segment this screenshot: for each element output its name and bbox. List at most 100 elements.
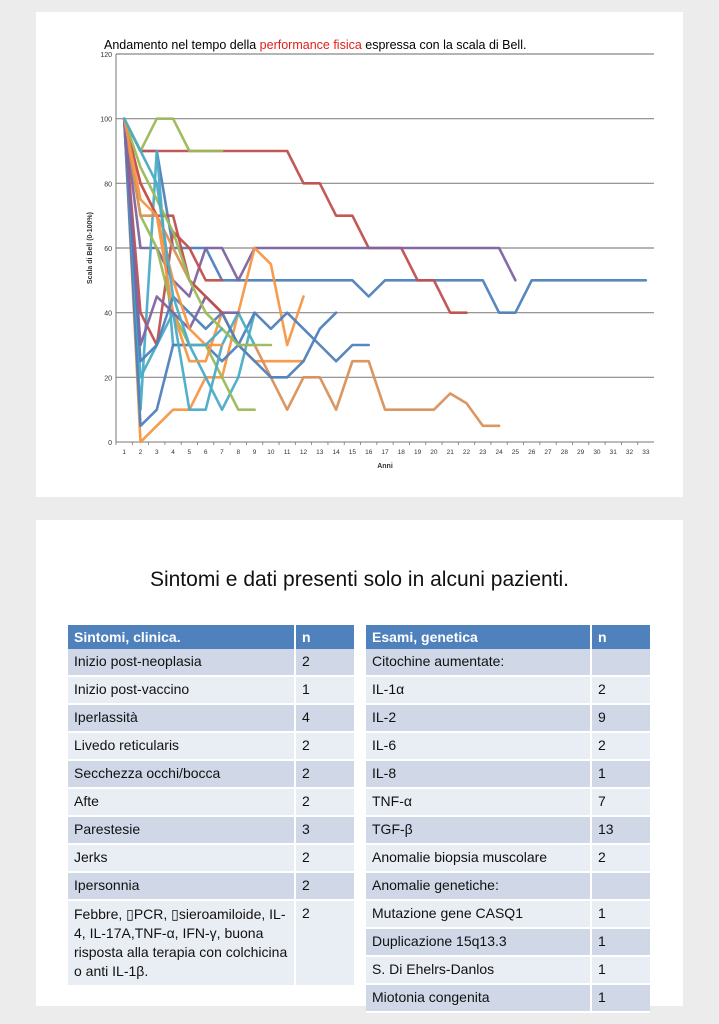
row-label: Afte	[68, 789, 296, 817]
table-row: TGF-β 13	[366, 817, 650, 845]
series-line-3	[122, 117, 517, 298]
table-row: TNF-α 7	[366, 789, 650, 817]
table-row: Afte 2	[68, 789, 354, 817]
row-count: 2	[296, 901, 354, 987]
x-tick-label: 25	[512, 449, 520, 456]
row-label: TGF-β	[366, 817, 592, 845]
header-symptoms: Sintomi, clinica.	[68, 625, 296, 649]
table-row: IL-1α 2	[366, 677, 650, 705]
x-tick-label: 18	[398, 449, 406, 456]
x-tick-label: 12	[300, 449, 308, 456]
x-tick-label: 11	[284, 449, 291, 456]
table-row: Ipersonnia 2	[68, 873, 354, 901]
row-label: Secchezza occhi/bocca	[68, 761, 296, 789]
table-row: Secchezza occhi/bocca 2	[68, 761, 354, 789]
table-row: Iperlassità 4	[68, 705, 354, 733]
x-tick-label: 10	[267, 449, 275, 456]
row-label: Jerks	[68, 845, 296, 873]
row-label: Duplicazione 15q13.3	[366, 929, 592, 957]
header-n: n	[592, 625, 650, 649]
row-label: Livedo reticularis	[68, 733, 296, 761]
row-count: 1	[592, 901, 650, 929]
x-tick-label: 30	[593, 449, 601, 456]
row-label: IL-8	[366, 761, 592, 789]
row-count: 1	[592, 957, 650, 985]
x-tick-label: 4	[171, 449, 175, 456]
series-line-1	[122, 117, 648, 315]
table-row: Livedo reticularis 2	[68, 733, 354, 761]
y-tick-label: 20	[104, 375, 112, 382]
row-label: Anomalie biopsia muscolare	[366, 845, 592, 873]
x-tick-label: 32	[626, 449, 634, 456]
table-header-row: Esami, genetica n	[366, 625, 650, 649]
chart-title-part1: Andamento nel tempo della	[104, 38, 260, 52]
chart-title-part2: espressa con la scala di Bell.	[361, 38, 527, 52]
row-label: Febbre, ▯PCR, ▯sieroamiloide, IL-4, IL-1…	[68, 901, 296, 987]
table-header-row: Sintomi, clinica. n	[68, 625, 354, 649]
series-line-16	[122, 117, 273, 347]
row-count: 2	[296, 649, 354, 677]
x-tick-label: 8	[236, 449, 240, 456]
row-count	[592, 873, 650, 901]
row-label: Mutazione gene CASQ1	[366, 901, 592, 929]
table-row: Inizio post-vaccino 1	[68, 677, 354, 705]
table-row: Febbre, ▯PCR, ▯sieroamiloide, IL-4, IL-1…	[68, 901, 354, 987]
row-label: S. Di Ehelrs-Danlos	[366, 957, 592, 985]
x-tick-label: 9	[253, 449, 257, 456]
row-count: 1	[592, 929, 650, 957]
x-tick-label: 23	[479, 449, 487, 456]
y-axis-label: Scala di Bell (0-100%)	[87, 212, 94, 284]
table-row: Mutazione gene CASQ1 1	[366, 901, 650, 929]
header-exams: Esami, genetica	[366, 625, 592, 649]
table-row: IL-6 2	[366, 733, 650, 761]
x-tick-label: 20	[430, 449, 438, 456]
row-label: Citochine aumentate:	[366, 649, 592, 677]
row-count: 3	[296, 817, 354, 845]
row-count: 13	[592, 817, 650, 845]
table-row: Citochine aumentate:	[366, 649, 650, 677]
x-tick-label: 17	[381, 449, 389, 456]
x-tick-label: 22	[463, 449, 471, 456]
row-count: 2	[296, 761, 354, 789]
row-count: 9	[592, 705, 650, 733]
table-row: IL-2 9	[366, 705, 650, 733]
series-line-7	[122, 117, 371, 428]
header-n: n	[296, 625, 354, 649]
row-label: Parestesie	[68, 817, 296, 845]
x-tick-label: 2	[139, 449, 143, 456]
row-count: 2	[592, 733, 650, 761]
row-label: Iperlassità	[68, 705, 296, 733]
row-count: 7	[592, 789, 650, 817]
table-row: Anomalie genetiche:	[366, 873, 650, 901]
table-row: Anomalie biopsia muscolare 2	[366, 845, 650, 873]
row-label: Inizio post-vaccino	[68, 677, 296, 705]
x-tick-label: 21	[447, 449, 455, 456]
row-label: Anomalie genetiche:	[366, 873, 592, 901]
y-tick-label: 0	[108, 440, 112, 447]
chart-title: Andamento nel tempo della performance fi…	[104, 38, 526, 52]
x-tick-label: 28	[561, 449, 569, 456]
chart-title-highlight: performance fisica	[259, 38, 362, 52]
table-row: S. Di Ehelrs-Danlos 1	[366, 957, 650, 985]
row-count: 2	[296, 733, 354, 761]
x-tick-label: 27	[544, 449, 552, 456]
x-tick-label: 5	[188, 449, 192, 456]
row-label: Inizio post-neoplasia	[68, 649, 296, 677]
y-tick-label: 100	[100, 117, 112, 124]
row-count: 2	[296, 789, 354, 817]
x-tick-label: 31	[610, 449, 618, 456]
row-count: 2	[296, 873, 354, 901]
x-tick-label: 24	[496, 449, 504, 456]
table-row: Parestesie 3	[68, 817, 354, 845]
table-row: Inizio post-neoplasia 2	[68, 649, 354, 677]
row-label: Miotonia congenita	[366, 985, 592, 1013]
x-tick-label: 29	[577, 449, 585, 456]
row-label: IL-6	[366, 733, 592, 761]
x-tick-label: 14	[332, 449, 340, 456]
exams-table: Esami, genetica n Citochine aumentate: IL…	[366, 625, 650, 1013]
row-count: 1	[592, 985, 650, 1013]
x-tick-label: 26	[528, 449, 536, 456]
row-count	[592, 649, 650, 677]
series-line-13	[122, 117, 338, 379]
